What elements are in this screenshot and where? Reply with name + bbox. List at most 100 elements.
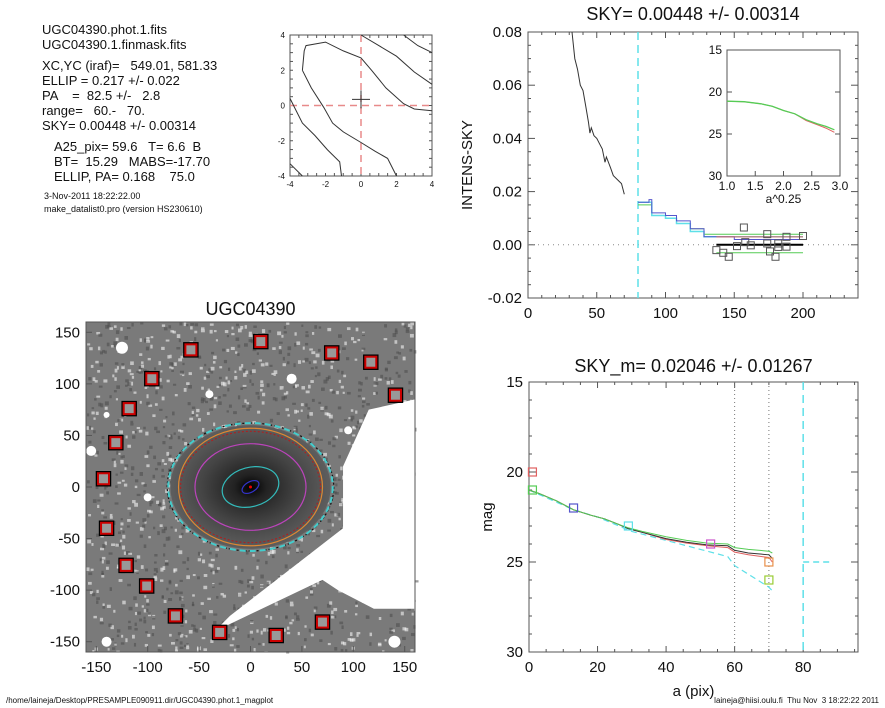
noise-speckle xyxy=(86,567,90,571)
noise-speckle xyxy=(369,642,372,646)
noise-speckle xyxy=(170,641,175,645)
noise-speckle xyxy=(220,592,224,596)
noise-speckle xyxy=(283,392,287,397)
galaxy-ytick-label: -100 xyxy=(50,582,80,599)
noise-speckle xyxy=(176,347,181,350)
noise-speckle xyxy=(180,623,184,627)
noise-speckle xyxy=(240,568,244,572)
noise-speckle xyxy=(233,604,236,609)
noise-speckle xyxy=(148,404,153,407)
noise-speckle xyxy=(97,504,100,509)
noise-speckle xyxy=(195,628,199,633)
noise-speckle xyxy=(180,430,184,433)
noise-speckle xyxy=(315,366,318,369)
noise-speckle xyxy=(238,579,242,584)
noise-speckle xyxy=(157,531,160,536)
noise-speckle xyxy=(209,329,213,334)
sky-ytick-label: -0.02 xyxy=(488,290,522,307)
noise-speckle xyxy=(407,607,411,611)
noise-speckle xyxy=(190,323,195,326)
noise-speckle xyxy=(410,322,414,326)
noise-speckle xyxy=(305,342,309,346)
noise-speckle xyxy=(330,360,335,363)
noise-speckle xyxy=(120,518,123,521)
noise-speckle xyxy=(175,517,178,520)
noise-speckle xyxy=(218,376,222,380)
noise-speckle xyxy=(193,624,196,628)
noise-speckle xyxy=(282,628,286,632)
noise-speckle xyxy=(256,352,259,355)
noise-speckle xyxy=(91,407,95,410)
noise-speckle xyxy=(334,513,339,517)
noise-speckle xyxy=(116,650,120,655)
noise-speckle xyxy=(134,611,138,616)
noise-speckle xyxy=(341,498,344,501)
noise-speckle xyxy=(243,368,246,372)
noise-speckle xyxy=(231,326,234,330)
inset-xtick-label: 1.0 xyxy=(719,179,736,193)
noise-speckle xyxy=(173,362,177,366)
noise-speckle xyxy=(378,617,382,621)
noise-speckle xyxy=(182,438,185,441)
noise-speckle xyxy=(286,391,289,395)
noise-speckle xyxy=(191,414,195,417)
noise-speckle xyxy=(180,603,185,608)
contour-line xyxy=(360,34,433,85)
isophote-ellipse-cyan-inner xyxy=(221,466,280,508)
sky-box-outer xyxy=(323,345,340,361)
noise-speckle xyxy=(124,464,129,468)
noise-speckle xyxy=(364,376,368,380)
noise-speckle xyxy=(179,633,184,638)
noise-speckle xyxy=(145,631,148,634)
noise-speckle xyxy=(305,331,309,334)
noise-speckle xyxy=(176,334,181,339)
noise-speckle xyxy=(241,363,244,368)
noise-speckle xyxy=(131,375,135,379)
noise-speckle xyxy=(114,368,118,373)
noise-speckle xyxy=(173,569,176,573)
noise-speckle xyxy=(147,357,151,361)
sky-box-marker xyxy=(325,346,339,360)
noise-speckle xyxy=(307,414,310,419)
noise-speckle xyxy=(248,331,252,336)
noise-speckle xyxy=(330,510,334,514)
noise-speckle xyxy=(148,536,151,539)
noise-speckle xyxy=(88,581,92,585)
noise-speckle xyxy=(328,414,333,419)
noise-speckle xyxy=(143,426,146,430)
inset-ytick-label: 30 xyxy=(709,169,723,183)
noise-speckle xyxy=(249,580,254,584)
noise-speckle xyxy=(146,340,151,343)
noise-speckle xyxy=(99,363,103,367)
inset-xtick-label: 3.0 xyxy=(832,179,849,193)
noise-speckle xyxy=(159,651,163,656)
noise-speckle xyxy=(274,397,278,402)
noise-speckle xyxy=(167,355,170,359)
noise-speckle xyxy=(292,385,296,389)
noise-speckle xyxy=(215,339,218,342)
noise-speckle xyxy=(118,452,121,455)
noise-speckle xyxy=(179,579,183,582)
noise-speckle xyxy=(245,370,249,374)
noise-speckle xyxy=(265,560,268,565)
noise-speckle xyxy=(184,620,188,624)
noise-speckle xyxy=(311,351,316,355)
noise-speckle xyxy=(188,385,192,389)
noise-speckle xyxy=(134,430,137,434)
bt-mabs: BT= 15.29 MABS=-17.70 xyxy=(54,154,211,169)
noise-speckle xyxy=(334,491,339,495)
noise-speckle xyxy=(128,552,133,555)
noise-speckle xyxy=(89,591,94,595)
noise-speckle xyxy=(182,635,186,638)
noise-speckle xyxy=(344,610,348,613)
sky-box-marker xyxy=(254,335,268,349)
galaxy-image xyxy=(86,322,419,656)
noise-speckle xyxy=(188,372,192,376)
noise-speckle xyxy=(262,628,267,632)
noise-speckle xyxy=(320,529,324,534)
noise-speckle xyxy=(227,367,231,371)
noise-speckle xyxy=(111,344,114,348)
noise-speckle xyxy=(325,377,329,381)
noise-speckle xyxy=(375,391,378,395)
noise-speckle xyxy=(134,622,137,627)
